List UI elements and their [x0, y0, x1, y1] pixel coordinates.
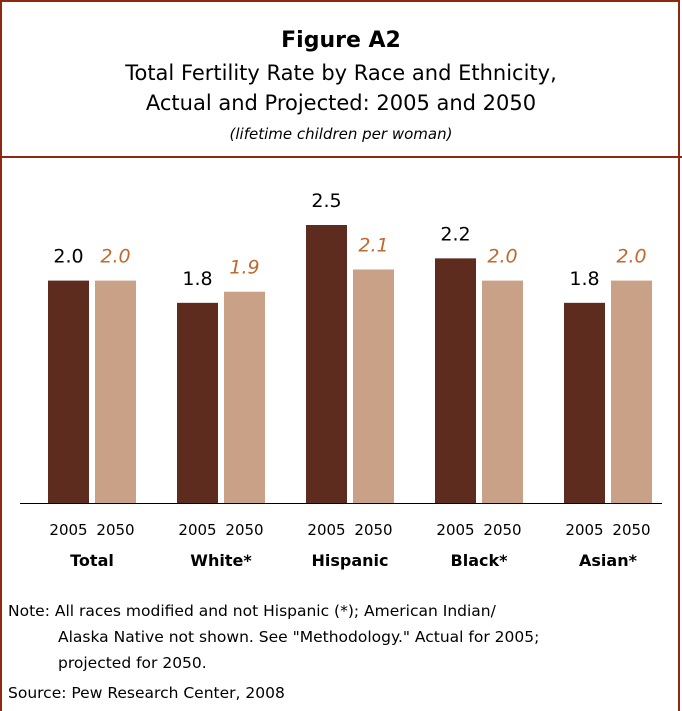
year-tick-label: 2050: [483, 521, 521, 539]
bar-asian-2050: [611, 280, 652, 503]
header-divider: [0, 156, 682, 158]
note-line-1: Note: All races modified and not Hispani…: [8, 602, 496, 620]
data-label: 2.5: [311, 190, 341, 212]
year-tick-label: 2050: [96, 521, 134, 539]
bar-white-2005: [177, 302, 218, 503]
note-line-3: projected for 2050.: [58, 654, 207, 672]
bar-chart: 2.0 2005 2.0 2050 Total 1.8 2005 1.9 2050 White* 2…: [20, 190, 662, 570]
year-tick-label: 2005: [565, 521, 603, 539]
bar-white-2050: [224, 291, 265, 503]
category-label: Hispanic: [311, 551, 388, 570]
category-label: White*: [190, 551, 252, 570]
data-label: 2.0: [487, 246, 517, 268]
year-tick-label: 2050: [354, 521, 392, 539]
year-tick-label: 2005: [307, 521, 345, 539]
note-line-2: Alaska Native not shown. See "Methodolog…: [58, 628, 540, 646]
chart-subtitle: (lifetime children per woman): [229, 125, 453, 143]
data-label: 2.0: [53, 246, 83, 268]
year-tick-label: 2005: [49, 521, 87, 539]
category-label: Total: [70, 551, 114, 570]
year-tick-label: 2050: [612, 521, 650, 539]
bar-total-2050: [95, 280, 136, 503]
bar-black-2050: [482, 280, 523, 503]
data-label: 2.0: [100, 246, 130, 268]
year-tick-label: 2050: [225, 521, 263, 539]
chart-title-line-1: Total Fertility Rate by Race and Ethnici…: [125, 61, 557, 85]
bar-total-2005: [48, 280, 89, 503]
year-tick-label: 2005: [178, 521, 216, 539]
data-label: 1.8: [182, 268, 212, 290]
data-label: 1.9: [229, 257, 259, 279]
data-label: 2.2: [440, 223, 470, 245]
bar-hispanic-2050: [353, 269, 394, 503]
bar-asian-2005: [564, 302, 605, 503]
category-label: Black*: [451, 551, 509, 570]
bar-hispanic-2005: [306, 225, 347, 503]
chart-title-line-2: Actual and Projected: 2005 and 2050: [145, 91, 537, 115]
figure-label: Figure A2: [281, 28, 401, 53]
data-label: 1.8: [569, 268, 599, 290]
category-label: Asian*: [579, 551, 638, 570]
source-note: Source: Pew Research Center, 2008: [8, 684, 285, 702]
chart-note: Note: All races modified and not Hispani…: [8, 598, 668, 676]
figure-header: Figure A2 Total Fertility Rate by Race a…: [0, 0, 682, 157]
data-label: 2.1: [358, 234, 388, 256]
data-label: 2.0: [616, 246, 646, 268]
bar-black-2005: [435, 258, 476, 503]
year-tick-label: 2005: [436, 521, 474, 539]
